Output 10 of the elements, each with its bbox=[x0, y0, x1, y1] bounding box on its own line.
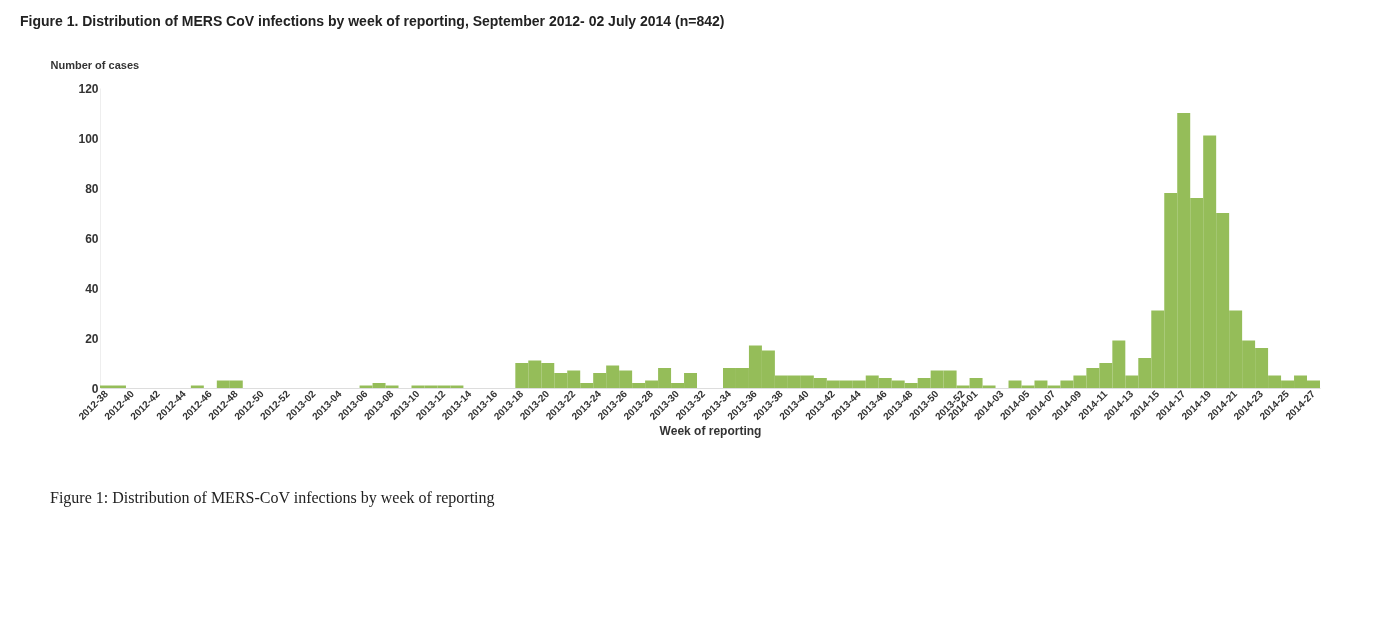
y-tick-label: 80 bbox=[85, 181, 99, 196]
y-axis-title: Number of cases bbox=[50, 58, 140, 71]
y-tick-label: 40 bbox=[85, 281, 99, 296]
caption: Figure 1: Distribution of MERS-CoV infections by week of reporting bbox=[50, 489, 495, 507]
chart-title: Figure 1. Distribution of MERS CoV infections by week of reporting, September 2012- 02 July 2014 (n=842) bbox=[20, 13, 725, 29]
y-tick-label: 120 bbox=[78, 81, 99, 96]
y-tick-label: 20 bbox=[85, 331, 99, 346]
y-tick-label: 60 bbox=[85, 231, 99, 246]
x-axis-title: Week of reporting bbox=[659, 423, 762, 438]
y-tick-label: 100 bbox=[78, 131, 99, 146]
